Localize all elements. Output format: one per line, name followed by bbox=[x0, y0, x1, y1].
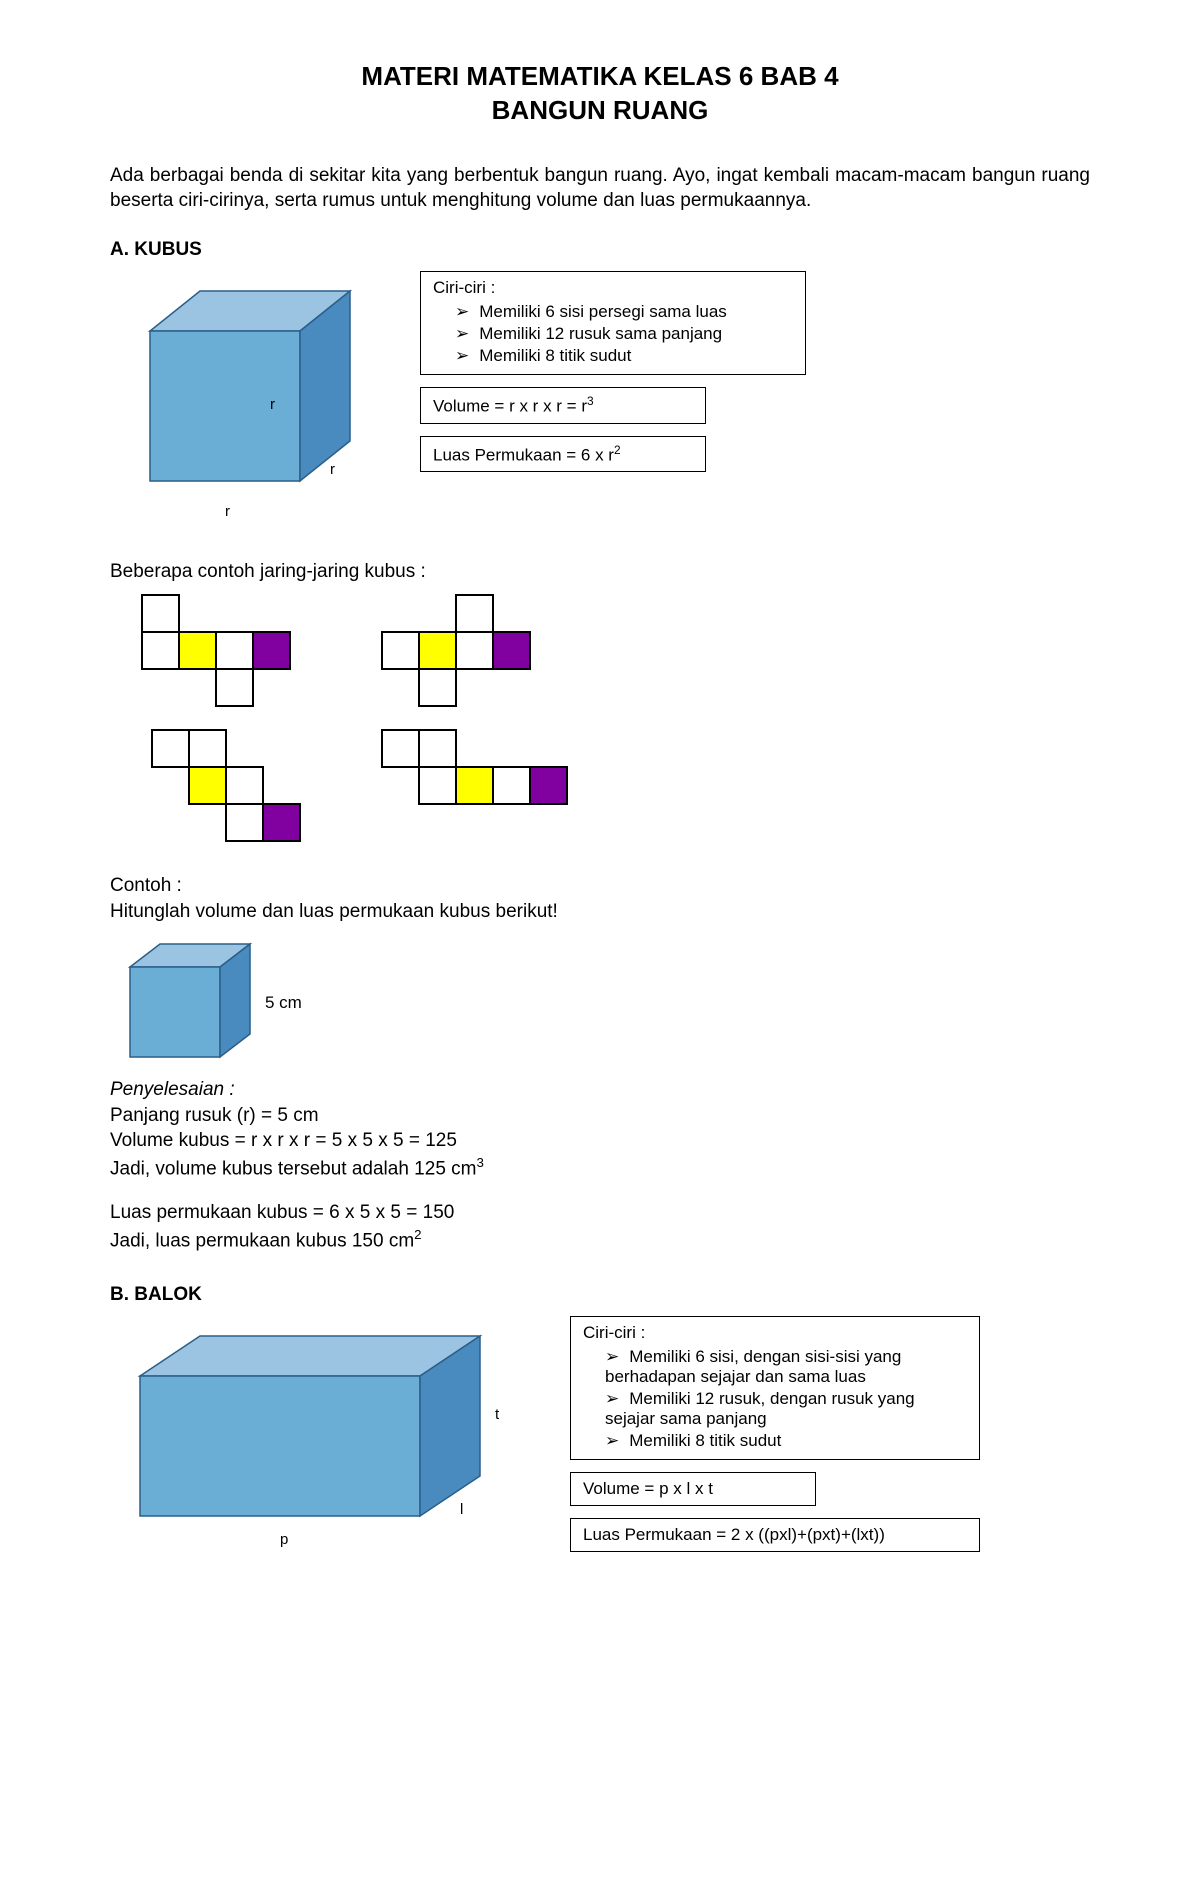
contoh-cube: 5 cm bbox=[110, 932, 310, 1077]
ciri-item: Memiliki 6 sisi persegi sama luas bbox=[455, 302, 793, 322]
label-l: l bbox=[460, 1501, 463, 1518]
page-title: MATERI MATEMATIKA KELAS 6 BAB 4 BANGUN R… bbox=[110, 60, 1090, 128]
label-t: t bbox=[495, 1406, 499, 1423]
sol-line: Volume kubus = r x r x r = 5 x 5 x 5 = 1… bbox=[110, 1128, 1090, 1154]
label-r-front: r bbox=[270, 396, 275, 413]
luas-box-kubus: Luas Permukaan = 6 x r2 bbox=[420, 436, 706, 473]
balok-row: t l p Ciri-ciri : Memiliki 6 sisi, denga… bbox=[110, 1316, 1090, 1576]
sol-line: Jadi, luas permukaan kubus 150 cm2 bbox=[110, 1226, 1090, 1254]
volume-box-kubus: Volume = r x r x r = r3 bbox=[420, 387, 706, 424]
title-line-2: BANGUN RUANG bbox=[110, 94, 1090, 128]
cube-svg bbox=[110, 271, 380, 511]
kubus-boxes: Ciri-ciri : Memiliki 6 sisi persegi sama… bbox=[420, 271, 820, 472]
kubus-figure: r r r bbox=[110, 271, 380, 531]
jaring-text: Beberapa contoh jaring-jaring kubus : bbox=[110, 561, 1090, 583]
sol-line: Luas permukaan kubus = 6 x 5 x 5 = 150 bbox=[110, 1200, 1090, 1226]
ciri-item: Memiliki 8 titik sudut bbox=[455, 346, 793, 366]
label-p: p bbox=[280, 1531, 288, 1548]
ciri-title: Ciri-ciri : bbox=[583, 1323, 967, 1343]
balok-boxes: Ciri-ciri : Memiliki 6 sisi, dengan sisi… bbox=[570, 1316, 980, 1552]
contoh-section: Contoh : Hitunglah volume dan luas permu… bbox=[110, 873, 1090, 1254]
net-2 bbox=[380, 593, 550, 713]
small-cube-svg bbox=[110, 932, 280, 1072]
penyelesaian-h: Penyelesaian : bbox=[110, 1077, 1090, 1103]
contoh-q: Hitunglah volume dan luas permukaan kubu… bbox=[110, 899, 1090, 925]
dim-label: 5 cm bbox=[265, 992, 302, 1015]
ciri-item: Memiliki 12 rusuk, dengan rusuk yang sej… bbox=[605, 1389, 967, 1429]
ciri-item: Memiliki 12 rusuk sama panjang bbox=[455, 324, 793, 344]
nets-area bbox=[110, 593, 1090, 848]
sol-line: Jadi, volume kubus tersebut adalah 125 c… bbox=[110, 1154, 1090, 1182]
balok-svg bbox=[110, 1316, 520, 1551]
net-1 bbox=[140, 593, 310, 713]
volume-box-balok: Volume = p x l x t bbox=[570, 1472, 816, 1506]
heading-balok: B. BALOK bbox=[110, 1284, 1090, 1306]
heading-kubus: A. KUBUS bbox=[110, 239, 1090, 261]
net-4 bbox=[380, 728, 580, 818]
sol-line: Panjang rusuk (r) = 5 cm bbox=[110, 1103, 1090, 1129]
ciri-item: Memiliki 6 sisi, dengan sisi-sisi yang b… bbox=[605, 1347, 967, 1387]
title-line-1: MATERI MATEMATIKA KELAS 6 BAB 4 bbox=[110, 60, 1090, 94]
label-r-depth: r bbox=[330, 461, 335, 478]
contoh-h: Contoh : bbox=[110, 873, 1090, 899]
balok-figure: t l p bbox=[110, 1316, 530, 1576]
intro-paragraph: Ada berbagai benda di sekitar kita yang … bbox=[110, 163, 1090, 214]
net-3 bbox=[150, 728, 320, 848]
ciri-box-kubus: Ciri-ciri : Memiliki 6 sisi persegi sama… bbox=[420, 271, 806, 375]
ciri-title: Ciri-ciri : bbox=[433, 278, 793, 298]
ciri-item: Memiliki 8 titik sudut bbox=[605, 1431, 967, 1451]
luas-box-balok: Luas Permukaan = 2 x ((pxl)+(pxt)+(lxt)) bbox=[570, 1518, 980, 1552]
label-r-bottom: r bbox=[225, 503, 230, 520]
kubus-row: r r r Ciri-ciri : Memiliki 6 sisi perseg… bbox=[110, 271, 1090, 531]
ciri-box-balok: Ciri-ciri : Memiliki 6 sisi, dengan sisi… bbox=[570, 1316, 980, 1460]
